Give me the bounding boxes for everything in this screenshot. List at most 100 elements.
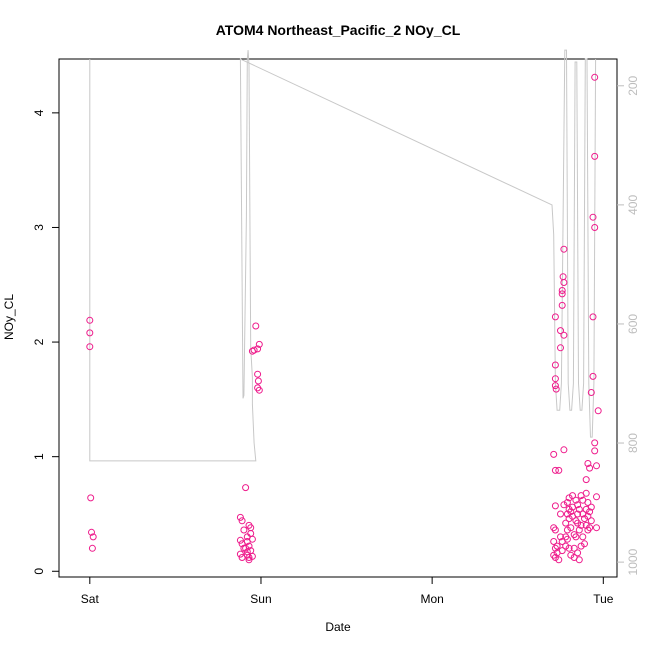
data-point xyxy=(569,492,576,500)
data-point xyxy=(574,549,582,557)
data-point xyxy=(586,524,594,532)
y-tick-label: 4 xyxy=(32,109,46,116)
data-point xyxy=(254,345,262,353)
data-point xyxy=(255,386,263,394)
y-tick-label: 0 xyxy=(32,568,46,575)
data-point xyxy=(551,382,559,390)
data-point xyxy=(584,512,592,520)
data-point xyxy=(574,510,582,518)
data-point xyxy=(587,389,595,396)
data-point xyxy=(557,327,564,335)
data-point xyxy=(572,496,580,504)
data-point xyxy=(560,331,568,339)
points-layer xyxy=(86,73,602,564)
right-axis: 200 400 600 800 1000 xyxy=(617,75,640,575)
data-point xyxy=(236,513,244,521)
data-point xyxy=(584,499,592,506)
data-point xyxy=(587,503,595,511)
data-point xyxy=(559,273,567,281)
data-point xyxy=(582,476,590,484)
right-tick-label: 400 xyxy=(626,195,640,215)
data-point xyxy=(254,370,262,378)
data-point xyxy=(88,528,95,536)
profile-line xyxy=(89,49,597,462)
data-point xyxy=(557,533,564,541)
x-tick-label: Tue xyxy=(593,592,614,606)
data-point xyxy=(563,535,571,543)
data-point xyxy=(586,508,594,516)
data-point xyxy=(567,524,575,532)
data-point xyxy=(551,375,559,383)
y-axis-title: NOy_CL xyxy=(2,294,16,340)
data-point xyxy=(575,556,583,564)
chart-title: ATOM4 Northeast_Pacific_2 NOy_CL xyxy=(216,22,461,38)
data-point xyxy=(242,484,250,492)
data-point xyxy=(88,544,96,552)
data-point xyxy=(240,526,248,534)
data-point xyxy=(572,533,580,541)
data-point xyxy=(591,447,599,455)
x-tick-label: Sun xyxy=(250,592,271,606)
data-point xyxy=(86,316,94,324)
y-tick-label: 1 xyxy=(32,453,46,460)
data-point xyxy=(550,538,558,545)
data-point xyxy=(551,526,559,534)
data-point xyxy=(553,542,561,550)
data-point xyxy=(589,372,597,380)
data-point xyxy=(582,489,590,497)
data-point xyxy=(575,526,583,534)
data-point xyxy=(558,290,566,298)
data-point xyxy=(238,517,246,525)
data-point xyxy=(560,446,568,454)
data-point xyxy=(594,407,602,415)
data-point xyxy=(248,535,256,543)
right-tick-label: 800 xyxy=(626,433,640,453)
y-tick-label: 3 xyxy=(32,224,46,231)
data-point xyxy=(250,346,258,354)
data-point xyxy=(236,536,244,544)
data-point xyxy=(245,556,253,564)
data-point xyxy=(551,361,559,369)
data-point xyxy=(242,544,250,552)
x-tick-label: Sat xyxy=(81,592,100,606)
data-point xyxy=(562,519,570,527)
data-point xyxy=(574,501,582,509)
data-point xyxy=(555,556,563,564)
data-point xyxy=(589,313,597,321)
data-point xyxy=(557,510,564,518)
data-point xyxy=(591,152,599,160)
data-point xyxy=(254,377,262,385)
data-point xyxy=(575,505,583,513)
data-point xyxy=(593,524,600,532)
data-point xyxy=(551,544,559,552)
data-point xyxy=(551,313,559,321)
data-point xyxy=(591,73,599,81)
data-point xyxy=(558,287,566,294)
x-axis: Sat Sun Mon Tue xyxy=(81,577,614,606)
data-point xyxy=(247,530,255,537)
data-point xyxy=(551,466,559,474)
data-point xyxy=(552,385,560,393)
data-point xyxy=(560,245,568,253)
data-point xyxy=(86,343,94,351)
data-point xyxy=(252,322,260,330)
data-point xyxy=(587,517,595,525)
data-point xyxy=(86,329,94,337)
data-point xyxy=(558,547,566,555)
data-point xyxy=(560,501,568,509)
data-point xyxy=(589,213,597,221)
data-point xyxy=(581,540,588,548)
data-point xyxy=(591,439,599,447)
data-point xyxy=(579,533,587,541)
data-point xyxy=(89,533,97,541)
data-point xyxy=(555,466,563,474)
data-point xyxy=(558,301,566,309)
y-axis: 0 1 2 3 4 xyxy=(32,109,59,575)
data-point xyxy=(574,519,582,527)
plot-frame xyxy=(58,58,618,578)
data-point xyxy=(243,548,251,556)
data-point xyxy=(577,521,585,529)
data-point xyxy=(586,464,594,472)
data-point xyxy=(567,508,575,516)
data-point xyxy=(565,544,573,552)
